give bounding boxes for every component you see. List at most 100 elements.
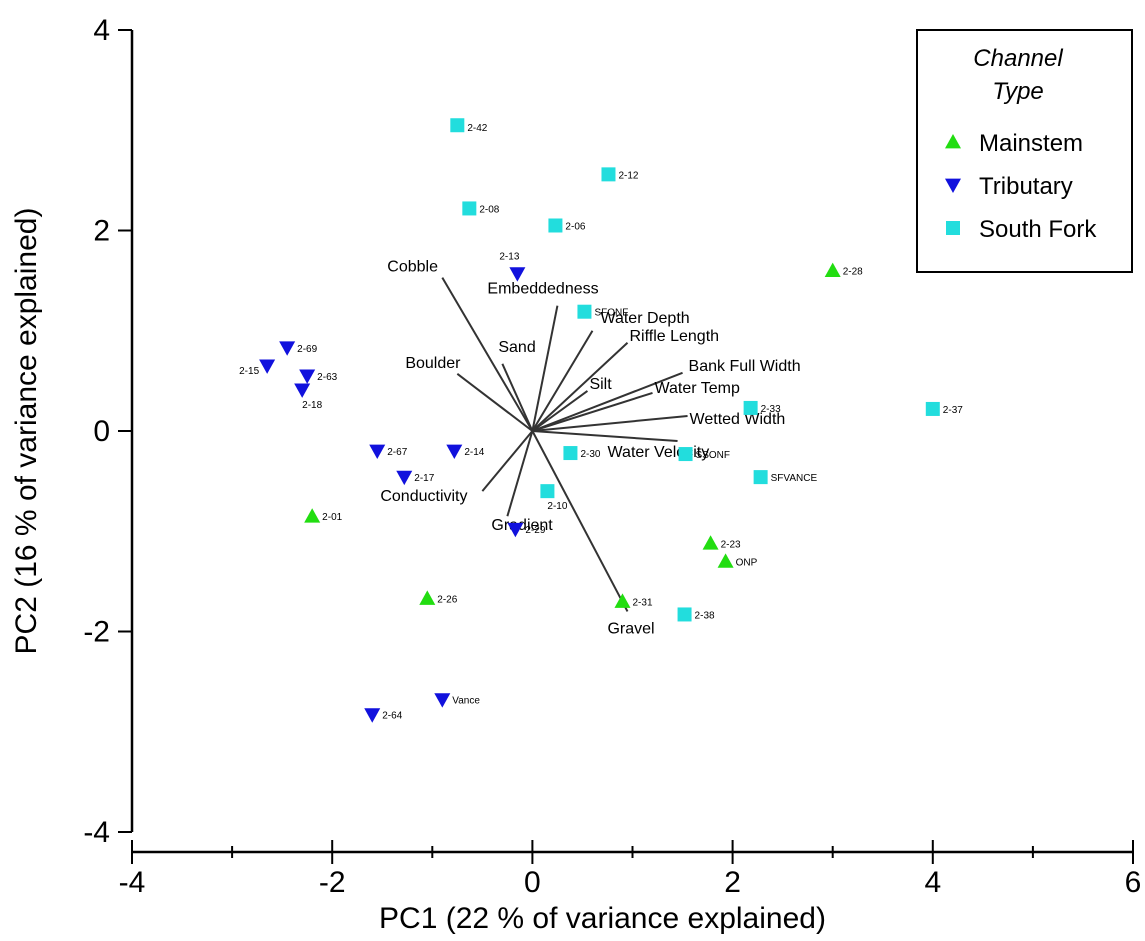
vector-cobble <box>441 277 534 432</box>
legend-marker-mainstem <box>945 134 961 149</box>
vector-label-conductivity: Conductivity <box>380 488 467 505</box>
point-label-2-17: 2-17 <box>414 473 434 484</box>
point-label-sfonf: SFONF <box>594 308 628 319</box>
point-south-fork-ssonf <box>678 447 693 462</box>
vector-label-embeddedness: Embeddedness <box>487 281 598 298</box>
point-tributary-2-67 <box>369 444 386 460</box>
point-south-fork-2-08 <box>462 201 477 216</box>
point-tributary-2-18 <box>294 383 311 398</box>
legend-title-line-1: Channel <box>973 45 1063 72</box>
axes: -4 -2 0 2 4 -4 -2 0 2 4 6 <box>83 14 1141 899</box>
point-mainstem-2-31 <box>614 593 631 608</box>
point-label-onp: ONP <box>736 557 758 568</box>
vector-water-temp <box>532 391 653 432</box>
point-label-2-06: 2-06 <box>565 221 585 232</box>
point-tributary-vance <box>434 693 451 708</box>
x-axis-ticks: -4 -2 0 2 4 6 <box>119 840 1142 899</box>
point-mainstem-2-28 <box>824 262 841 277</box>
point-label-2-08: 2-08 <box>479 204 499 215</box>
point-south-fork-sfvance <box>753 470 768 485</box>
legend-label-tributary: Tributary <box>979 173 1073 200</box>
point-label-2-13: 2-13 <box>499 252 519 263</box>
legend: Channel Type Mainstem Tributary South Fork <box>916 29 1133 273</box>
vector-label-cobble: Cobble <box>387 259 438 276</box>
vector-wetted-width <box>532 414 688 432</box>
vector-riffle-length <box>531 342 629 432</box>
data-points: 2-28 2-01 2-23 ONP 2-26 2-31 2-13 2-69 2-15 2-63 2… <box>239 118 963 723</box>
point-label-2-30: 2-30 <box>580 449 600 460</box>
y-axis-title: PC2 (16 % of variance explained) <box>10 208 43 655</box>
point-label-2-26: 2-26 <box>437 594 457 605</box>
y-tick-label: 4 <box>93 14 110 47</box>
point-south-fork-2-42 <box>450 118 465 133</box>
vector-water-velocity <box>532 430 678 443</box>
vector-label-boulder: Boulder <box>405 355 461 372</box>
y-tick-label: 0 <box>93 415 110 448</box>
x-tick-label: 6 <box>1125 866 1142 899</box>
point-label-2-28: 2-28 <box>843 267 863 278</box>
vector-label-sand: Sand <box>498 339 535 356</box>
vector-boulder <box>456 373 534 432</box>
point-south-fork-2-12 <box>601 167 616 182</box>
point-south-fork-2-06 <box>548 218 563 233</box>
vector-gradient <box>506 430 534 517</box>
x-tick-label: -2 <box>319 866 346 899</box>
vector-silt <box>531 390 589 432</box>
point-south-fork-2-30 <box>563 446 578 461</box>
legend-items: Mainstem Tributary South Fork <box>945 130 1097 243</box>
point-tributary-2-13 <box>509 267 526 282</box>
point-south-fork-2-37 <box>925 401 940 416</box>
vector-label-gravel: Gravel <box>607 620 654 637</box>
point-tributary-2-64 <box>364 708 381 723</box>
point-label-2-37: 2-37 <box>943 405 963 416</box>
legend-marker-tributary <box>945 178 961 193</box>
point-south-fork-sfonf <box>577 304 592 319</box>
y-axis-ticks: -4 -2 0 2 4 <box>83 14 132 849</box>
vector-label-silt: Silt <box>589 376 612 393</box>
vector-label-water-velocity: Water Velocity <box>608 444 710 461</box>
vector-label-gradient: Gradient <box>491 517 553 534</box>
x-axis-title: PC1 (22 % of variance explained) <box>379 902 826 935</box>
point-label-2-01: 2-01 <box>322 512 342 523</box>
point-label-2-18: 2-18 <box>302 400 322 411</box>
vector-label-riffle-length: Riffle Length <box>629 328 719 345</box>
vector-gravel <box>531 430 629 612</box>
point-tributary-2-63 <box>299 369 316 384</box>
legend-marker-south-fork <box>946 221 960 235</box>
point-south-fork-2-10 <box>540 484 555 499</box>
x-tick-label: 2 <box>724 866 741 899</box>
point-south-fork-2-33 <box>743 400 758 415</box>
legend-label-mainstem: Mainstem <box>979 130 1083 157</box>
point-tributary-2-15 <box>259 359 276 374</box>
vector-embeddedness <box>531 305 559 432</box>
point-label-2-14: 2-14 <box>464 447 484 458</box>
point-label-2-23: 2-23 <box>721 539 741 550</box>
vector-water-depth <box>531 330 594 432</box>
point-tributary-2-14 <box>446 444 463 460</box>
x-tick-label: 0 <box>524 866 541 899</box>
point-mainstem-2-23 <box>702 535 719 550</box>
point-label-2-69: 2-69 <box>297 344 317 355</box>
point-label-vance: Vance <box>452 696 480 707</box>
point-label-2-15: 2-15 <box>239 366 259 377</box>
point-label-2-31: 2-31 <box>632 597 652 608</box>
point-mainstem-onp <box>717 553 734 568</box>
vector-label-bank-full-width: Bank Full Width <box>689 358 801 375</box>
point-label-2-29: 2-29 <box>525 525 545 536</box>
y-tick-label: -4 <box>83 816 110 849</box>
legend-title-line-2: Type <box>992 78 1044 105</box>
point-south-fork-2-38 <box>677 607 692 622</box>
point-tributary-2-17 <box>396 470 413 486</box>
point-label-2-38: 2-38 <box>695 610 715 621</box>
vector-label-wetted-width: Wetted Width <box>690 411 786 428</box>
vector-bank-full-width <box>532 371 683 432</box>
point-label-2-12: 2-12 <box>618 170 638 181</box>
point-label-sfvance: SFVANCE <box>771 473 818 484</box>
point-mainstem-2-26 <box>419 590 436 605</box>
point-label-2-63: 2-63 <box>317 372 337 383</box>
x-tick-label: 4 <box>924 866 941 899</box>
point-label-ssonf: SSONF <box>696 450 730 461</box>
vector-label-water-temp: Water Temp <box>655 380 740 397</box>
point-label-2-33: 2-33 <box>761 404 781 415</box>
